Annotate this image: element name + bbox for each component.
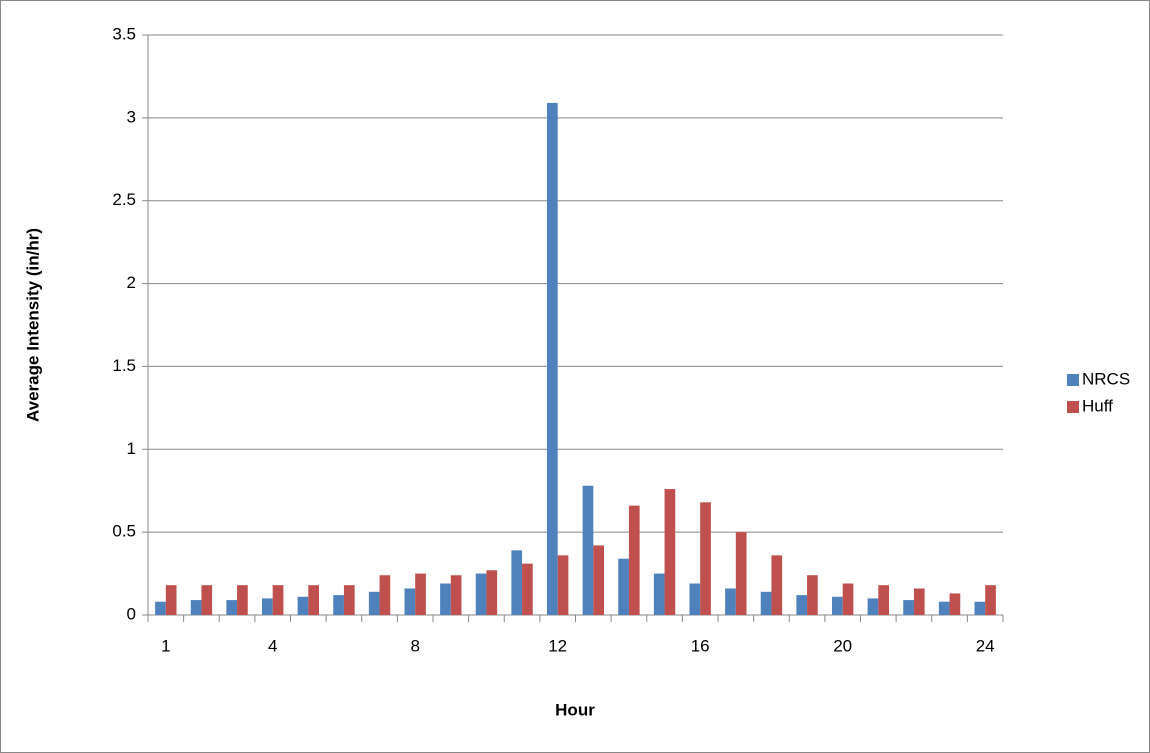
bar [522, 563, 533, 615]
bar [557, 555, 569, 615]
y-tick-label: 0 [127, 604, 136, 623]
bar [333, 595, 344, 615]
bar [832, 596, 843, 615]
x-tick-label: 4 [268, 636, 277, 655]
legend-label: NRCS [1082, 369, 1130, 388]
x-tick-label: 16 [691, 636, 710, 655]
bar [308, 585, 319, 615]
legend-swatch [1067, 401, 1079, 413]
y-tick-label: 1.5 [112, 356, 136, 375]
y-tick-label: 2.5 [112, 190, 136, 209]
y-tick-label: 0.5 [112, 522, 136, 541]
y-tick-label: 2 [127, 273, 136, 292]
bar [913, 588, 925, 615]
bar [450, 575, 462, 615]
bar [237, 585, 248, 615]
y-tick-label: 3 [127, 107, 136, 126]
bar [985, 585, 996, 615]
bar [547, 102, 558, 615]
bar [201, 585, 213, 615]
bar [155, 601, 166, 615]
bar [771, 555, 783, 615]
bar [653, 573, 665, 615]
bar [618, 558, 629, 615]
bar [725, 588, 736, 615]
bar [700, 502, 711, 615]
bar [297, 596, 309, 615]
bar [938, 601, 950, 615]
bar [262, 598, 273, 615]
bar [272, 585, 284, 615]
bar [440, 583, 451, 615]
bar [379, 575, 391, 615]
bar [949, 593, 961, 615]
bar [867, 598, 879, 615]
bar [878, 585, 889, 615]
y-axis-title: Average Intensity (in/hr) [23, 228, 42, 422]
bar [343, 585, 355, 615]
x-tick-label: 12 [548, 636, 567, 655]
x-axis-title: Hour [555, 700, 595, 719]
bar [593, 545, 604, 615]
legend-swatch [1067, 374, 1079, 386]
bar [582, 485, 594, 615]
x-tick-label: 8 [410, 636, 419, 655]
bar [664, 489, 676, 615]
bar [842, 583, 854, 615]
bar [735, 532, 747, 615]
bar [760, 591, 772, 615]
bar [974, 601, 986, 615]
bar [796, 595, 808, 615]
x-tick-label: 1 [161, 636, 170, 655]
bar [190, 600, 202, 615]
y-tick-label: 1 [127, 439, 136, 458]
x-tick-label: 20 [833, 636, 852, 655]
bar [165, 585, 177, 615]
bar [415, 573, 426, 615]
bar [903, 600, 914, 615]
bar [511, 550, 523, 615]
x-tick-label: 24 [976, 636, 995, 655]
y-tick-label: 3.5 [112, 24, 136, 43]
legend-label: Huff [1082, 396, 1113, 415]
bar [475, 573, 487, 615]
bar [628, 505, 640, 615]
bar [486, 570, 498, 615]
bar [404, 588, 416, 615]
bar [807, 575, 818, 615]
bar [368, 591, 380, 615]
bar [226, 600, 238, 615]
bar [689, 583, 701, 615]
